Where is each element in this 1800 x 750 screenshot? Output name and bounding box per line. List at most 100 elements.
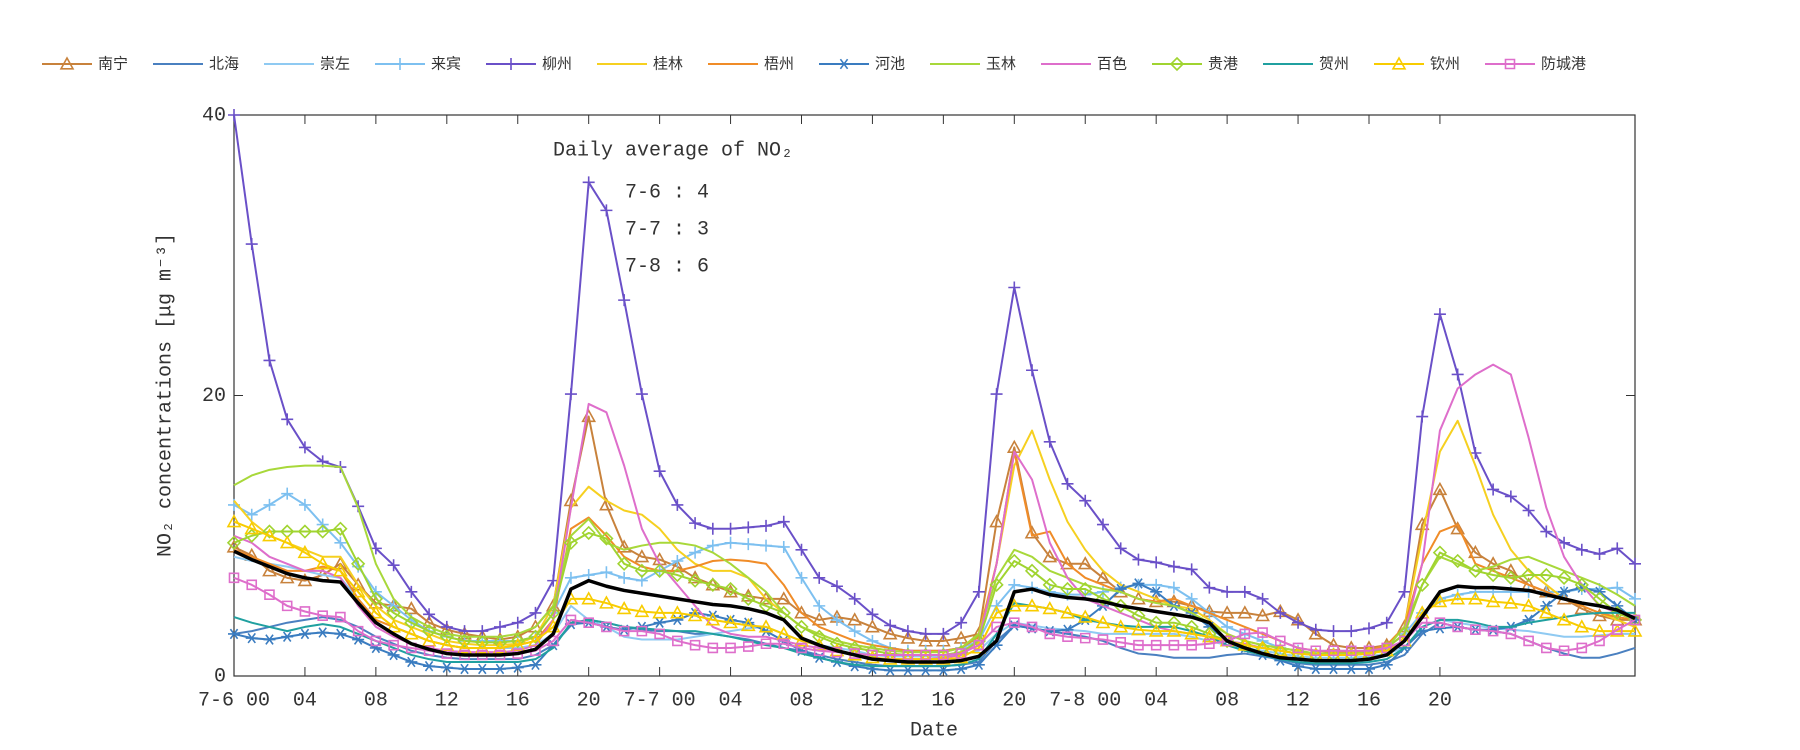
- legend-label: 玉林: [986, 55, 1016, 73]
- data-marker: [1042, 601, 1058, 615]
- data-marker: [1131, 608, 1146, 623]
- data-marker: [671, 498, 684, 511]
- data-marker: [1345, 663, 1358, 675]
- data-marker: [1345, 645, 1357, 657]
- data-marker: [1042, 577, 1057, 592]
- y-tick-label: 20: [202, 385, 226, 408]
- data-marker: [1239, 628, 1251, 640]
- data-marker: [1166, 615, 1182, 630]
- data-marker: [1238, 585, 1251, 598]
- data-marker: [1096, 518, 1109, 531]
- data-marker: [1185, 592, 1198, 605]
- data-marker: [245, 632, 258, 644]
- data-marker: [794, 619, 809, 635]
- data-marker: [492, 640, 508, 654]
- data-marker: [654, 628, 665, 640]
- x-tick-label: 20: [1428, 689, 1452, 712]
- data-marker: [1150, 578, 1163, 591]
- data-marker: [528, 629, 543, 644]
- data-marker: [1452, 621, 1463, 633]
- data-marker: [298, 498, 311, 511]
- data-marker: [244, 521, 260, 535]
- data-marker: [1434, 617, 1446, 629]
- data-marker: [1078, 581, 1093, 597]
- data-marker: [246, 579, 258, 591]
- data-marker: [351, 556, 366, 571]
- data-marker: [600, 204, 613, 217]
- legend-label: 钦州: [1430, 55, 1460, 73]
- data-marker: [1113, 619, 1129, 633]
- data-marker: [972, 585, 985, 598]
- data-marker: [316, 627, 329, 638]
- data-marker: [901, 665, 914, 676]
- legend-label: 南宁: [98, 55, 128, 73]
- data-marker: [511, 616, 524, 629]
- data-marker: [1468, 563, 1483, 578]
- data-marker: [1026, 364, 1039, 377]
- data-marker: [634, 549, 650, 563]
- data-marker: [1574, 619, 1590, 633]
- data-marker: [669, 605, 685, 619]
- data-marker: [847, 612, 863, 626]
- data-marker: [263, 354, 276, 367]
- data-marker: [423, 660, 436, 672]
- data-marker: [386, 605, 401, 621]
- data-marker: [1574, 577, 1589, 592]
- data-marker: [1611, 624, 1623, 636]
- data-marker: [564, 388, 577, 401]
- data-marker: [1007, 553, 1022, 569]
- data-marker: [405, 656, 418, 668]
- data-marker: [441, 648, 453, 659]
- data-marker: [405, 585, 418, 598]
- data-marker: [1168, 639, 1180, 651]
- data-marker: [973, 639, 985, 651]
- data-marker: [581, 525, 596, 541]
- data-marker: [760, 519, 773, 532]
- data-marker: [671, 554, 684, 567]
- data-marker: [618, 571, 631, 584]
- data-marker: [1540, 525, 1553, 538]
- data-marker: [1167, 581, 1180, 594]
- legend-marker: [1504, 58, 1516, 70]
- data-marker: [1556, 612, 1572, 626]
- data-marker: [1450, 553, 1465, 569]
- data-marker: [476, 663, 489, 675]
- data-marker: [1539, 567, 1554, 583]
- data-marker: [919, 665, 932, 676]
- data-marker: [900, 651, 916, 665]
- x-tick-label: 7-7 00: [624, 689, 696, 712]
- data-marker: [777, 540, 790, 553]
- data-marker: [794, 605, 809, 619]
- data-marker: [1308, 626, 1324, 640]
- data-marker: [848, 592, 861, 605]
- data-marker: [1521, 598, 1536, 612]
- data-marker: [1362, 622, 1375, 635]
- data-marker: [1503, 595, 1519, 609]
- data-marker: [529, 606, 542, 619]
- data-marker: [1468, 591, 1483, 605]
- data-marker: [262, 528, 277, 542]
- data-marker: [315, 524, 330, 539]
- data-marker: [334, 628, 347, 640]
- data-marker: [1328, 645, 1339, 657]
- data-marker: [1558, 536, 1571, 549]
- data-marker: [989, 514, 1004, 528]
- legend-marker: [59, 56, 75, 70]
- data-marker: [796, 642, 807, 654]
- data-marker: [795, 543, 808, 556]
- data-marker: [652, 605, 667, 619]
- data-marker: [333, 563, 348, 577]
- data-marker: [1487, 483, 1500, 496]
- data-marker: [1095, 615, 1111, 629]
- data-marker: [1432, 545, 1448, 560]
- data-marker: [1024, 525, 1040, 539]
- data-marker: [989, 605, 1004, 619]
- data-marker: [352, 625, 364, 637]
- data-marker: [1150, 586, 1163, 598]
- legend-marker: [394, 58, 406, 70]
- data-marker: [315, 556, 331, 570]
- series-line: [233, 549, 1636, 664]
- data-marker: [1327, 625, 1340, 638]
